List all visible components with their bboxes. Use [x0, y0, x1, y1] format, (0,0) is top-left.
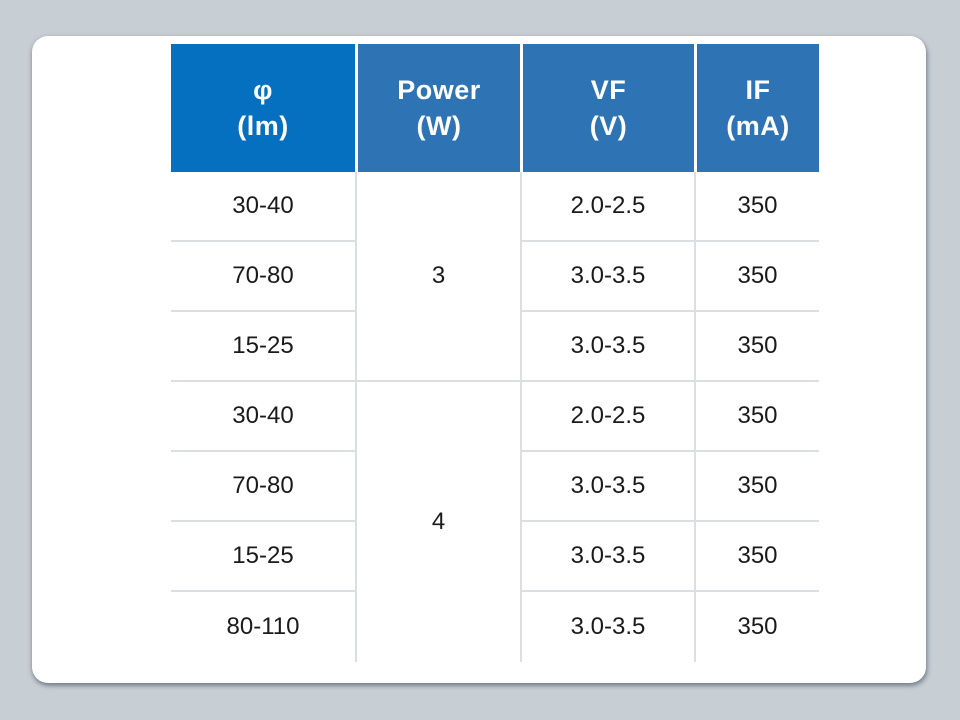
- cell-if-row3: 350: [694, 312, 819, 382]
- cell-power-group2: 4: [355, 382, 520, 662]
- content-card: φ (lm) Power (W) VF (V) IF (mA) 3 30-40 2.0-2.5 350…: [32, 36, 926, 683]
- cell-if-row7: 350: [694, 592, 819, 662]
- cell-vf-row2: 3.0-3.5: [520, 242, 694, 312]
- cell-if-row4: 350: [694, 382, 819, 452]
- cell-phi-row2: 70-80: [171, 242, 355, 312]
- header-cell-power: Power (W): [355, 44, 520, 172]
- cell-phi-row5: 70-80: [171, 452, 355, 522]
- cell-power-group1: 3: [355, 172, 520, 382]
- cell-phi-row1: 30-40: [171, 172, 355, 242]
- header-line1: IF: [745, 75, 771, 105]
- cell-vf-row6: 3.0-3.5: [520, 522, 694, 592]
- cell-phi-row7: 80-110: [171, 592, 355, 662]
- header-cell-if: IF (mA): [694, 44, 819, 172]
- cell-if-row6: 350: [694, 522, 819, 592]
- cell-vf-row4: 2.0-2.5: [520, 382, 694, 452]
- cell-if-row1: 350: [694, 172, 819, 242]
- cell-phi-row4: 30-40: [171, 382, 355, 452]
- cell-phi-row3: 15-25: [171, 312, 355, 382]
- header-line1: VF: [590, 75, 627, 105]
- header-line2: (lm): [237, 111, 289, 141]
- header-line1: φ: [253, 75, 273, 105]
- header-line2: (V): [589, 111, 628, 141]
- header-cell-vf: VF (V): [520, 44, 694, 172]
- spec-table: φ (lm) Power (W) VF (V) IF (mA) 3 30-40 2.0-2.5 350…: [171, 44, 819, 662]
- cell-vf-row1: 2.0-2.5: [520, 172, 694, 242]
- cell-vf-row3: 3.0-3.5: [520, 312, 694, 382]
- cell-if-row5: 350: [694, 452, 819, 522]
- header-line2: (W): [416, 111, 462, 141]
- header-line2: (mA): [726, 111, 790, 141]
- cell-vf-row7: 3.0-3.5: [520, 592, 694, 662]
- cell-if-row2: 350: [694, 242, 819, 312]
- header-cell-phi: φ (lm): [171, 44, 355, 172]
- header-line1: Power: [397, 75, 481, 105]
- cell-vf-row5: 3.0-3.5: [520, 452, 694, 522]
- cell-phi-row6: 15-25: [171, 522, 355, 592]
